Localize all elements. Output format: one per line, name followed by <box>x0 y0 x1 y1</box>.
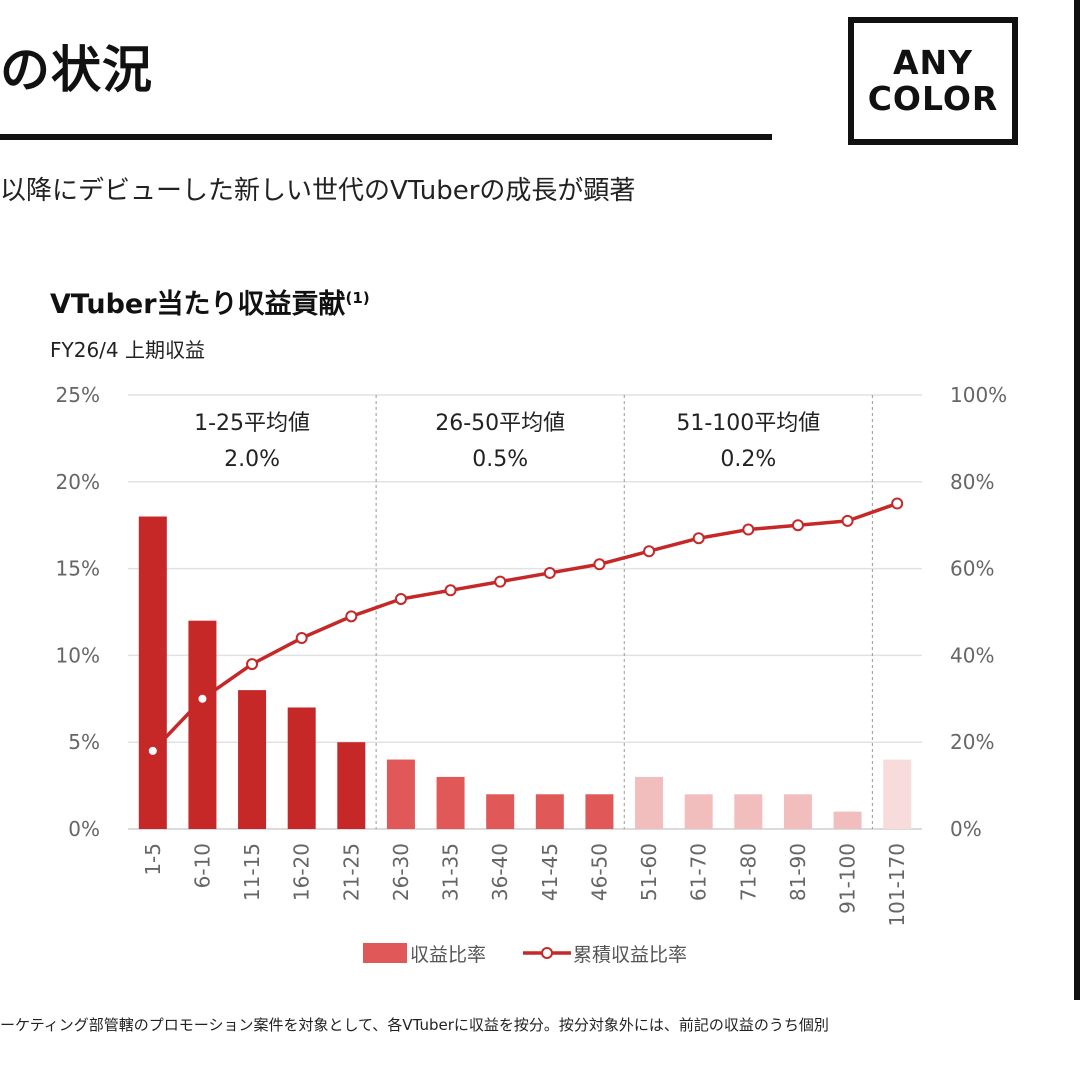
cumulative-point-36-40 <box>494 575 507 588</box>
bar-91-100 <box>833 811 862 829</box>
x-axis-tick: 81-90 <box>786 843 810 901</box>
group-annotation-value: 0.2% <box>720 447 776 472</box>
cumulative-point-6-10 <box>196 692 209 705</box>
cumulative-point-11-15 <box>246 658 259 671</box>
cumulative-point-81-90 <box>791 519 804 532</box>
left-axis-tick: 10% <box>56 643 100 667</box>
legend-line-label: 累積収益比率 <box>573 944 687 966</box>
group-annotation-value: 0.5% <box>472 447 528 472</box>
right-axis-tick: 80% <box>950 470 994 494</box>
x-axis-tick: 26-30 <box>389 843 413 901</box>
left-axis-tick: 15% <box>56 557 100 581</box>
footnote: ーケティング部管轄のプロモーション案件を対象として、各VTuberに収益を按分。… <box>0 1016 829 1034</box>
bar-36-40 <box>486 794 515 829</box>
right-axis-tick: 0% <box>950 817 982 841</box>
bar-51-60 <box>635 776 664 829</box>
x-axis-tick: 61-70 <box>687 843 711 901</box>
cumulative-point-41-45 <box>543 566 556 579</box>
cumulative-point-26-30 <box>394 592 407 605</box>
cumulative-point-71-80 <box>742 523 755 536</box>
left-axis-tick: 0% <box>68 817 100 841</box>
bar-61-70 <box>684 794 713 829</box>
chart: 0% 5% 10% 15% 20% 25% 0% 20% 40% 60% 80% 100% 1-25平均… <box>56 383 1008 966</box>
group-annotation-label: 51-100平均値 <box>676 411 820 436</box>
cumulative-point-51-60 <box>643 545 656 558</box>
x-axis-tick: 6-10 <box>190 843 214 888</box>
bar-1-5 <box>138 516 167 829</box>
bar-46-50 <box>585 794 614 829</box>
cumulative-point-61-70 <box>692 532 705 545</box>
legend-line-marker <box>541 947 553 959</box>
left-axis-tick: 5% <box>68 730 100 754</box>
x-axis-tick: 31-35 <box>439 843 463 901</box>
bar-71-80 <box>734 794 763 829</box>
right-axis-tick: 100% <box>950 383 1007 407</box>
right-axis-tick: 60% <box>950 557 994 581</box>
group-annotation-label: 1-25平均値 <box>194 411 310 436</box>
left-axis-tick: 25% <box>56 383 100 407</box>
bar-21-25 <box>337 742 366 829</box>
logo-line1: ANY <box>892 43 974 82</box>
x-axis-tick: 16-20 <box>290 843 314 901</box>
legend-bar-swatch <box>363 943 407 963</box>
title-underline <box>0 134 772 140</box>
x-axis-tick: 91-100 <box>836 843 860 914</box>
cumulative-point-91-100 <box>841 514 854 527</box>
left-axis-tick: 20% <box>56 470 100 494</box>
page-title: の状況 <box>0 41 153 99</box>
cumulative-line <box>151 501 898 753</box>
x-axis-tick: 1-5 <box>141 843 165 876</box>
x-axis-tick: 11-15 <box>240 843 264 901</box>
logo-line2: COLOR <box>867 79 999 118</box>
group-annotation-value: 2.0% <box>224 447 280 472</box>
cumulative-point-21-25 <box>345 610 358 623</box>
chart-title-text: VTuber当たり収益貢献 <box>50 289 346 320</box>
bar-41-45 <box>535 794 564 829</box>
chart-title-note: (1) <box>345 289 370 307</box>
x-axis-tick: 101-170 <box>885 843 909 927</box>
x-axis-tick: 36-40 <box>488 843 512 901</box>
cumulative-point-16-20 <box>295 632 308 645</box>
cumulative-point-46-50 <box>593 558 606 571</box>
group-annotation-label: 26-50平均値 <box>435 411 565 436</box>
cumulative-point-31-35 <box>444 584 457 597</box>
bar-6-10 <box>188 620 217 829</box>
x-axis-tick: 46-50 <box>587 843 611 901</box>
x-axis-tick: 51-60 <box>637 843 661 901</box>
x-axis-tick: 71-80 <box>736 843 760 901</box>
bar-101-170 <box>883 759 912 829</box>
bar-81-90 <box>783 794 812 829</box>
bar-31-35 <box>436 776 465 829</box>
chart-title: VTuber当たり収益貢献(1) <box>50 282 370 321</box>
anycolor-logo: ANY COLOR <box>848 17 1018 145</box>
right-edge-bar <box>1074 0 1080 1000</box>
cumulative-point-1-5 <box>146 744 159 757</box>
bar-16-20 <box>287 707 316 829</box>
right-axis-tick: 40% <box>950 643 994 667</box>
bar-26-30 <box>386 759 415 829</box>
x-axis-tick: 21-25 <box>339 843 363 901</box>
chart-subtitle: FY26/4 上期収益 <box>50 338 205 362</box>
legend-bar-label: 収益比率 <box>410 944 486 966</box>
right-axis-tick: 20% <box>950 730 994 754</box>
bar-11-15 <box>238 690 267 829</box>
page-subtitle: 以降にデビューした新しい世代のVTuberの成長が顕著 <box>0 176 636 206</box>
cumulative-point-101-170 <box>891 497 904 510</box>
x-axis-tick: 41-45 <box>538 843 562 901</box>
